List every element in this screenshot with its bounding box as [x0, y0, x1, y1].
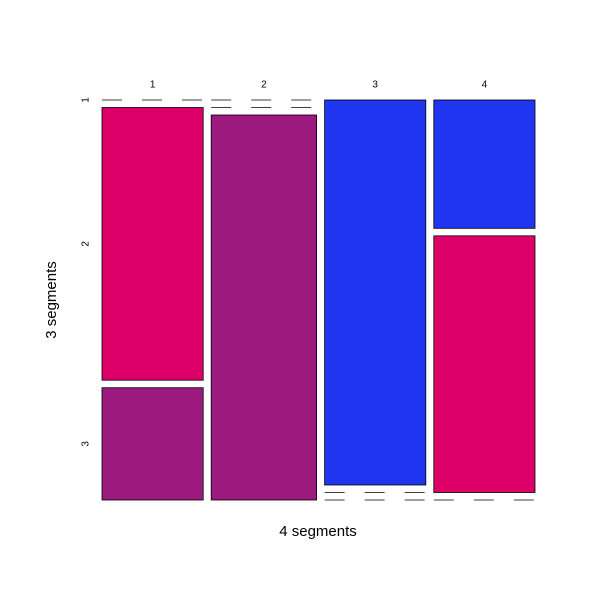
column-label: 4	[482, 80, 488, 91]
mosaic-cell	[101, 107, 204, 381]
row-label: 1	[81, 97, 92, 103]
row-label: 2	[81, 241, 92, 247]
mosaic-cell	[433, 99, 536, 229]
row-label: 3	[81, 441, 92, 447]
y-axis-label: 3 segments	[43, 261, 60, 339]
mosaic-cell	[433, 235, 536, 493]
mosaic-cell	[324, 99, 427, 486]
column-label: 2	[261, 80, 267, 91]
mosaic-cell	[101, 387, 204, 501]
x-axis-label: 4 segments	[279, 523, 357, 540]
column-label: 1	[150, 80, 156, 91]
column-label: 3	[372, 80, 378, 91]
mosaic-cell	[210, 114, 318, 501]
